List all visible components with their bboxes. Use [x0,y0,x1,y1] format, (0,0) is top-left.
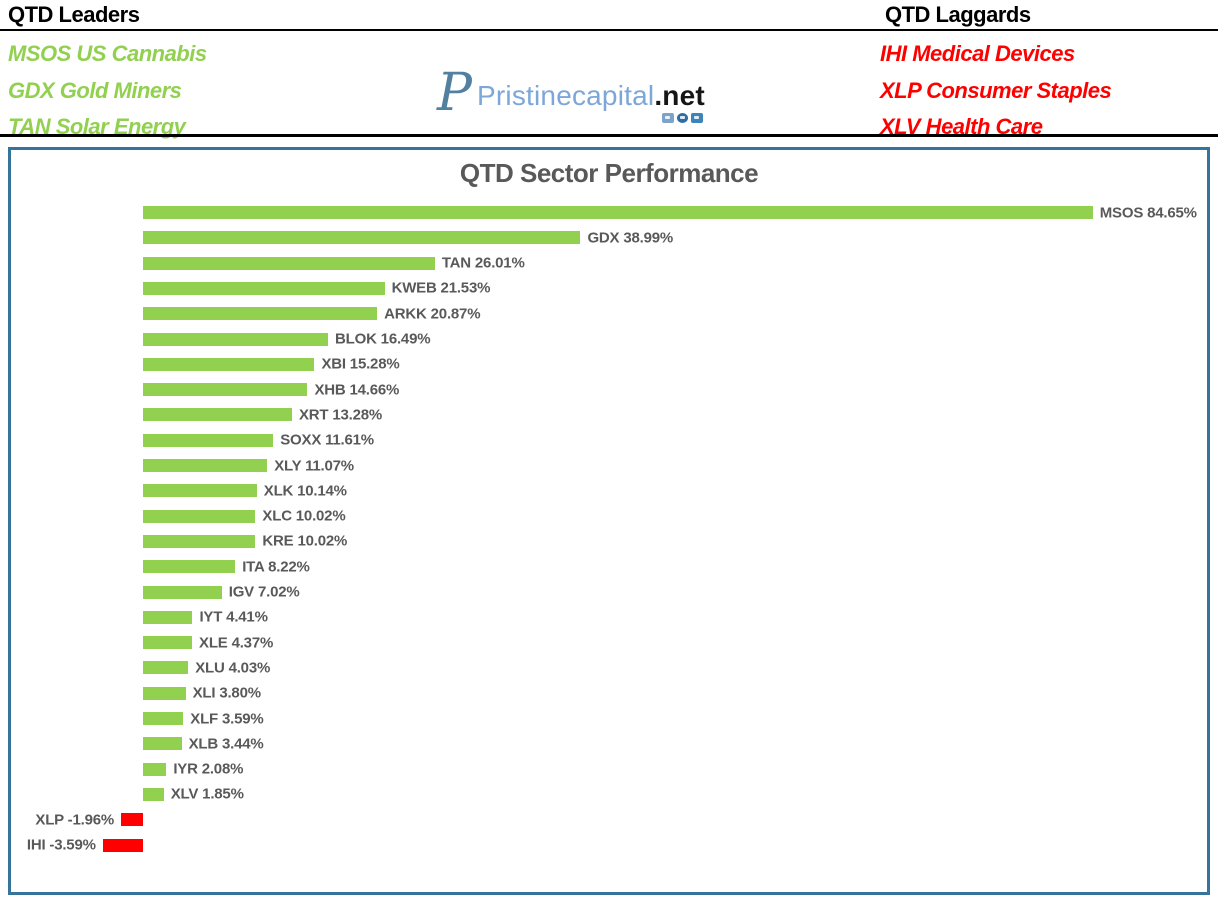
bar-plot: MSOS 84.65% GDX 38.99% TAN 26.01% KWEB 21.5… [11,150,1207,892]
bar-label-xbi: XBI 15.28% [321,355,400,373]
bar-label-ita: ITA 8.22% [242,558,310,576]
bar-blok [143,332,329,346]
leaders-title: QTD Leaders [8,2,140,27]
chart-title: QTD Sector Performance [459,158,759,188]
logo-monogram-icon: P [437,63,472,123]
laggard-item: IHI Medical Devices [880,41,1075,66]
bar-xly [143,459,268,472]
bar-label-gdx: GDX 38.99% [587,229,673,247]
bar-label-igv: IGV 7.02% [228,583,300,601]
bar-label-xli: XLI 3.80% [192,684,261,702]
bar-label-xlu: XLU 4.03% [195,659,271,677]
bar-label-soxx: SOXX 11.61% [280,431,374,449]
bar-label-xlf: XLF 3.59% [190,710,264,727]
bar-igv [143,585,222,599]
bar-label-blok: BLOK 16.49% [335,330,431,348]
bar-label-kre: KRE 10.02% [262,532,348,550]
laggards-title: QTD Laggards [885,2,1031,27]
bar-iyt [143,610,193,624]
bar-xli [143,686,186,700]
bar-ita [143,560,236,574]
bar-xbi [143,357,315,371]
logo-tld: .net [654,80,705,111]
bar-arkk [143,307,378,321]
bar-kweb [143,281,385,295]
bar-soxx [143,433,274,447]
bar-label-xle: XLE 4.37% [199,634,274,652]
bar-xle [143,636,193,650]
header-divider [0,134,1218,137]
bar-iyr [143,762,167,776]
bar-label-xlp: XLP -1.96% [35,811,115,829]
bar-xrt [143,408,292,422]
header-title-row: QTD Leaders QTD Laggards [0,0,1218,31]
bar-label-tan: TAN 26.01% [441,254,525,272]
leader-item: TAN Solar Energy [8,114,186,139]
logo-tld-wrap: .net [654,80,705,123]
bar-label-kweb: KWEB 21.53% [391,279,491,297]
leader-item: MSOS US Cannabis [8,41,207,66]
bar-label-iyr: IYR 2.08% [173,760,244,778]
bar-xhb [143,383,308,397]
bar-label-xlv: XLV 1.85% [170,785,244,803]
bar-label-xhb: XHB 14.66% [314,381,400,399]
bar-xlf [143,712,184,725]
bar-label-ihi: IHI -3.59% [26,836,96,854]
bar-xlk [143,484,257,498]
bar-xlb [143,737,182,751]
laggards-list: IHI Medical Devices XLP Consumer Staples… [880,36,1218,146]
chart: QTD Sector Performance MSOS 84.65% GDX 38… [8,147,1210,895]
bar-label-iyt: IYT 4.41% [199,608,268,626]
discord-icon [676,113,688,123]
bar-label-xlb: XLB 3.44% [188,735,264,753]
bar-label-xrt: XRT 13.28% [299,406,383,424]
bar-gdx [143,231,581,245]
bar-xlc [143,509,256,523]
bar-xlu [143,661,189,675]
bar-label-xlk: XLK 10.14% [263,482,347,500]
bar-label-arkk: ARKK 20.87% [384,305,481,323]
laggard-item: XLV Health Care [880,114,1043,139]
laggard-item: XLP Consumer Staples [880,77,1112,103]
logo-social-icons [661,113,703,123]
leaders-list: MSOS US Cannabis GDX Gold Miners TAN Sol… [8,36,408,146]
bar-label-xlc: XLC 10.02% [262,507,346,525]
logo-name: Pristinecapital [477,80,655,111]
leader-item: GDX Gold Miners [8,77,182,103]
video-icon [661,113,674,123]
bar-label-xly: XLY 11.07% [274,457,354,474]
bar-tan [143,256,435,270]
logo: P Pristinecapital .net [437,63,705,123]
bar-xlv [143,787,164,801]
bar-xlp [121,813,143,827]
bar-label-msos: MSOS 84.65% [1099,204,1197,221]
tv-icon [690,113,703,123]
bar-msos [143,206,1093,219]
bar-kre [143,534,256,548]
bar-ihi [102,838,143,852]
